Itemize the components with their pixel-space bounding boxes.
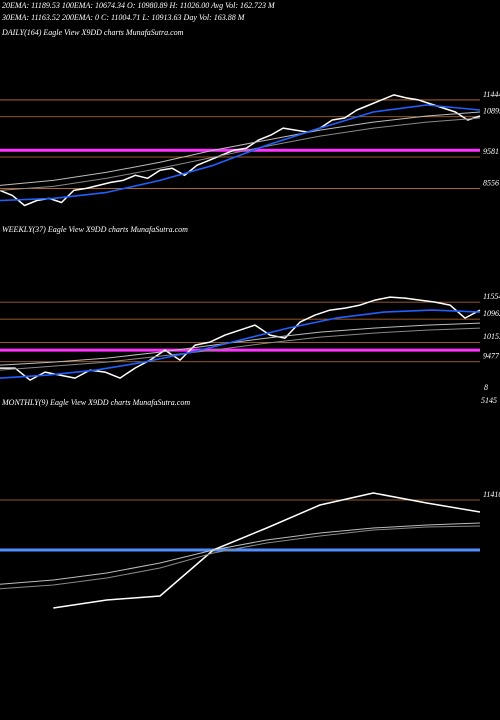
header-line: 30EMA: 11163.52 200EMA: 0 C: 11004.71 L:…	[1, 13, 246, 22]
y-tick-label: 11554	[483, 292, 500, 301]
series-line	[53, 492, 481, 609]
panel-label: DAILY(164) Eagle View X9DD charts Munafa…	[1, 28, 184, 37]
series-line	[0, 327, 481, 371]
annotation: 8	[484, 383, 488, 392]
panel-label: WEEKLY(37) Eagle View X9DD charts Munafa…	[2, 225, 188, 234]
series-line	[0, 296, 481, 381]
series-line	[0, 117, 481, 191]
header-line: 20EMA: 11189.53 100EMA: 10674.34 O: 1098…	[2, 1, 276, 10]
series-line	[0, 94, 481, 207]
series-line	[0, 322, 481, 366]
y-tick-label: 9581	[483, 147, 499, 156]
y-tick-label: 10962	[483, 309, 500, 318]
y-tick-label: 10895	[483, 107, 500, 116]
annotation: 5145	[481, 396, 497, 405]
series-line	[0, 104, 481, 202]
y-tick-label: 8556	[483, 178, 499, 187]
series-line	[0, 309, 481, 379]
y-tick-label: 11410	[483, 490, 500, 499]
y-tick-label: 9477	[483, 352, 500, 361]
series-line	[0, 522, 481, 585]
series-line	[0, 111, 481, 186]
series-line	[0, 525, 481, 590]
y-tick-label: 10153	[483, 332, 500, 341]
panel-label: MONTHLY(9) Eagle View X9DD charts Munafa…	[1, 398, 190, 407]
y-tick-label: 11444	[483, 90, 500, 99]
